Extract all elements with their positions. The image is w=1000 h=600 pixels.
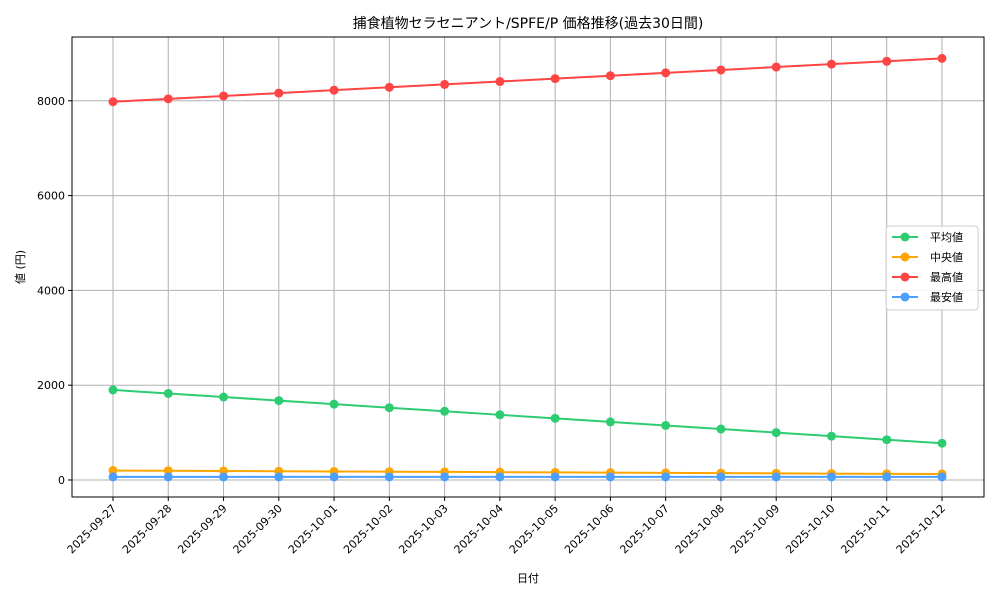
data-point xyxy=(826,431,836,441)
x-tick-label: 2025-09-28 xyxy=(120,502,174,556)
legend-box xyxy=(885,225,979,311)
chart-title: 捕食植物セラセニアント/SPFE/P 価格推移(過去30日間) xyxy=(353,15,704,32)
data-point xyxy=(440,472,450,482)
x-tick-label: 2025-10-10 xyxy=(783,502,837,556)
plot-frame xyxy=(71,36,985,498)
data-point xyxy=(716,472,726,482)
x-tick-label: 2025-09-30 xyxy=(231,502,285,556)
data-point xyxy=(274,396,284,406)
data-point xyxy=(274,88,284,98)
legend-label: 中央値 xyxy=(930,251,963,264)
data-point xyxy=(771,62,781,72)
legend-marker xyxy=(900,252,910,262)
data-point xyxy=(163,466,173,476)
data-point xyxy=(605,417,615,427)
y-tick-label: 2000 xyxy=(37,379,65,392)
x-axis-label: 日付 xyxy=(517,572,539,585)
data-point xyxy=(440,406,450,416)
legend-marker xyxy=(900,292,910,302)
x-tick-label: 2025-09-29 xyxy=(175,502,229,556)
data-point xyxy=(550,74,560,84)
data-point xyxy=(163,472,173,482)
legend-marker xyxy=(900,232,910,242)
series-line xyxy=(112,57,943,103)
x-tick-label: 2025-10-02 xyxy=(341,502,395,556)
x-tick-label: 2025-10-03 xyxy=(396,502,450,556)
y-tick-label: 6000 xyxy=(37,190,65,203)
y-axis-label: 値 (円) xyxy=(14,250,27,284)
data-point xyxy=(550,472,560,482)
legend-label: 最高値 xyxy=(930,270,963,284)
x-tick-label: 2025-10-04 xyxy=(452,502,506,556)
legend-label: 平均値 xyxy=(930,231,963,244)
x-tick-label: 2025-10-08 xyxy=(673,502,727,556)
data-point xyxy=(219,91,229,101)
data-point xyxy=(937,472,947,482)
x-tick-label: 2025-10-01 xyxy=(286,502,340,556)
data-point xyxy=(219,472,229,482)
data-point xyxy=(937,438,947,448)
data-point xyxy=(108,472,118,482)
x-tick-label: 2025-10-11 xyxy=(838,502,892,556)
data-point xyxy=(550,413,560,423)
data-point xyxy=(771,472,781,482)
data-point xyxy=(716,424,726,434)
data-point xyxy=(495,410,505,420)
data-point xyxy=(605,71,615,81)
data-point xyxy=(274,472,284,482)
data-point xyxy=(495,77,505,87)
data-point xyxy=(661,68,671,78)
x-tick-label: 2025-09-27 xyxy=(65,502,119,556)
legend-label: 最安値 xyxy=(930,290,963,304)
data-point xyxy=(163,94,173,104)
data-point xyxy=(329,399,339,409)
data-point xyxy=(495,472,505,482)
series-line xyxy=(112,388,943,445)
data-point xyxy=(163,388,173,398)
data-point xyxy=(716,65,726,75)
data-point xyxy=(108,385,118,395)
data-point xyxy=(329,472,339,482)
x-tick-label: 2025-10-06 xyxy=(562,502,616,556)
data-point xyxy=(882,435,892,445)
data-point xyxy=(384,403,394,413)
y-tick-label: 8000 xyxy=(37,95,65,108)
data-point xyxy=(384,472,394,482)
legend-marker xyxy=(900,272,910,282)
data-point xyxy=(219,392,229,402)
data-point xyxy=(882,56,892,66)
x-tick-label: 2025-10-09 xyxy=(728,502,782,556)
data-point xyxy=(440,79,450,89)
y-tick-label: 4000 xyxy=(37,284,65,297)
series-line xyxy=(112,469,943,476)
data-point xyxy=(329,85,339,95)
x-tick-label: 2025-10-05 xyxy=(507,502,561,556)
data-point xyxy=(661,472,671,482)
data-point xyxy=(384,82,394,92)
data-point xyxy=(937,53,947,63)
y-tick-label: 0 xyxy=(58,474,65,487)
data-point xyxy=(108,466,118,476)
data-point xyxy=(882,472,892,482)
data-point xyxy=(826,59,836,69)
data-point xyxy=(826,472,836,482)
x-tick-label: 2025-10-07 xyxy=(617,502,671,556)
data-point xyxy=(605,472,615,482)
x-tick-label: 2025-10-12 xyxy=(894,502,948,556)
data-point xyxy=(771,428,781,438)
data-point xyxy=(108,97,118,107)
data-point xyxy=(661,420,671,430)
